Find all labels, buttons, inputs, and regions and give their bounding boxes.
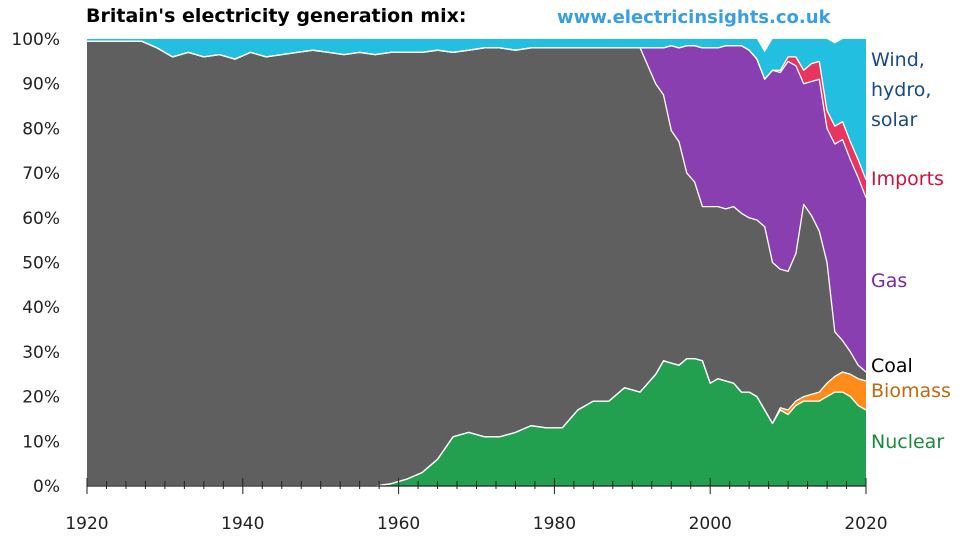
y-tick-label: 30% [22,343,60,363]
y-tick-label: 40% [22,298,60,318]
series-label-imports: Imports [871,168,944,190]
x-tick-label: 2020 [844,514,887,534]
boundary-imports [87,40,867,181]
area-wind-hydro-solar [87,39,866,180]
area-nuclear [87,358,866,486]
x-tick-label: 1960 [377,514,420,534]
y-tick-label: 90% [22,75,60,95]
area-layer [87,39,867,487]
y-tick-label: 70% [22,164,60,184]
y-tick-label: 0% [33,477,60,497]
y-tick-label: 60% [22,209,60,229]
series-label-coal: Coal [871,355,913,377]
series-label-nuclear: Nuclear [871,431,944,453]
series-label-line: hydro, [871,79,931,101]
y-tick-label: 100% [11,30,60,50]
axes-layer: 1920 1940 1960 1980 2000 2020 0% 10% 20% 30% 40% 50… [11,30,887,534]
series-label-line: Wind, [871,49,925,71]
y-tick-label: 20% [22,388,60,408]
y-tick-label: 50% [22,254,60,274]
series-label-wind-hydro-solar: Wind, hydro, solar [871,49,931,131]
source-link[interactable]: www.electricinsights.co.uk [557,7,831,28]
x-tick-label: 1920 [65,514,108,534]
series-labels-layer: Nuclear Biomass Coal Gas Imports Wind, hydro, s… [871,49,951,453]
series-label-gas: Gas [871,270,907,292]
series-label-biomass: Biomass [871,380,951,402]
area-gas [87,41,866,372]
y-tick-label: 10% [22,432,60,452]
x-tick-label: 2000 [689,514,732,534]
x-tick-label: 1940 [221,514,264,534]
area-coal [87,41,866,486]
chart-title: Britain's electricity generation mix: [86,5,467,27]
y-tick-label: 80% [22,119,60,139]
series-label-line: solar [871,109,917,131]
x-tick-label: 1980 [533,514,576,534]
